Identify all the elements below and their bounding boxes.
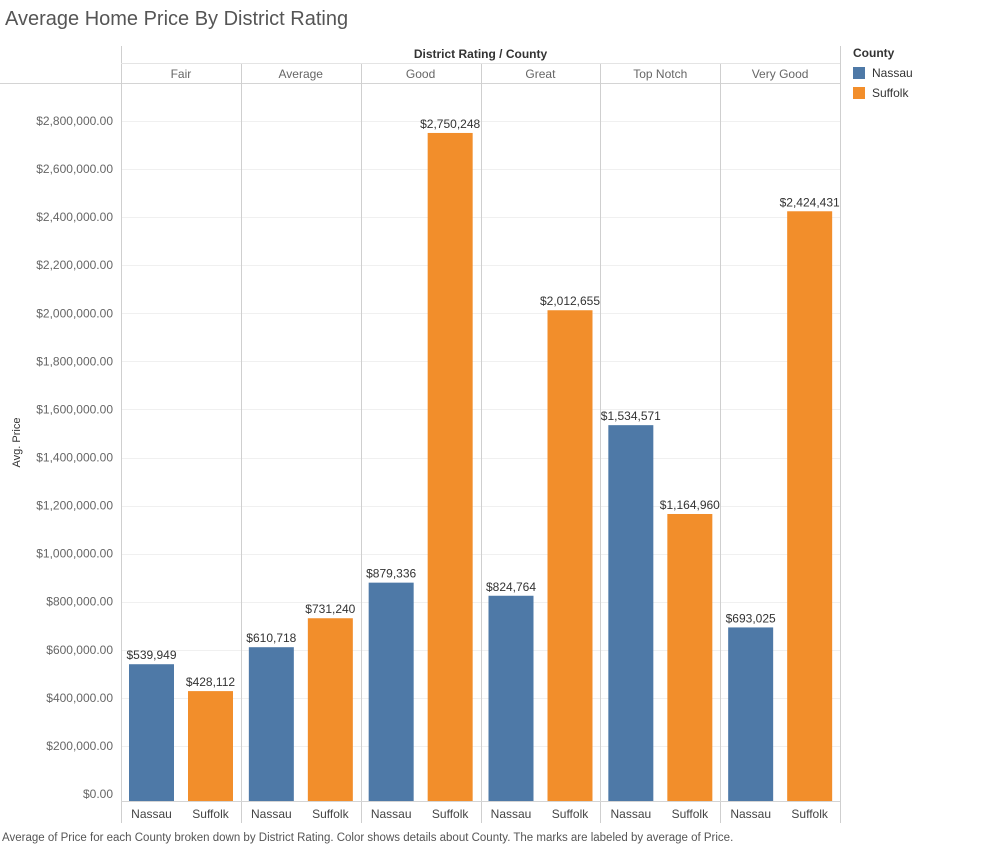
data-label-average-suffolk: $731,240 <box>305 602 355 616</box>
x-tick-label-very-good-suffolk: Suffolk <box>791 807 828 821</box>
y-tick-label: $1,200,000.00 <box>36 499 113 513</box>
chart-caption: Average of Price for each County broken … <box>2 832 734 844</box>
bar-average-nassau[interactable] <box>248 647 294 801</box>
x-tick-label-good-nassau: Nassau <box>371 807 412 821</box>
x-tick-label-average-suffolk: Suffolk <box>312 807 349 821</box>
data-label-very-good-nassau: $693,025 <box>726 611 776 625</box>
bar-good-suffolk[interactable] <box>427 132 473 801</box>
x-tick-label-fair-suffolk: Suffolk <box>192 807 229 821</box>
legend-label-suffolk: Suffolk <box>872 86 909 100</box>
y-tick-label: $1,000,000.00 <box>36 547 113 561</box>
y-tick-label: $0.00 <box>83 787 113 801</box>
y-tick-label: $1,800,000.00 <box>36 354 113 368</box>
bar-good-nassau[interactable] <box>368 582 414 801</box>
bar-top-notch-nassau[interactable] <box>608 425 654 801</box>
category-header-fair: Fair <box>171 67 192 81</box>
legend-item-nassau[interactable]: Nassau <box>853 63 913 83</box>
y-tick-label: $1,400,000.00 <box>36 451 113 465</box>
x-tick-label-top-notch-nassau: Nassau <box>610 807 651 821</box>
data-label-fair-nassau: $539,949 <box>126 648 176 662</box>
category-header-average: Average <box>279 67 324 81</box>
y-tick-label: $2,400,000.00 <box>36 210 113 224</box>
bar-very-good-suffolk[interactable] <box>787 211 833 801</box>
data-label-fair-suffolk: $428,112 <box>186 675 235 689</box>
category-header-good: Good <box>406 67 435 81</box>
chart-title: Average Home Price By District Rating <box>5 8 349 30</box>
header-label: District Rating / County <box>414 47 548 61</box>
x-tick-label-average-nassau: Nassau <box>251 807 292 821</box>
legend-label-nassau: Nassau <box>872 66 913 80</box>
y-tick-label: $800,000.00 <box>46 595 113 609</box>
legend-item-suffolk[interactable]: Suffolk <box>853 83 913 103</box>
bar-great-nassau[interactable] <box>488 595 534 801</box>
y-tick-label: $600,000.00 <box>46 643 113 657</box>
y-tick-label: $2,800,000.00 <box>36 114 113 128</box>
y-tick-label: $2,200,000.00 <box>36 258 113 272</box>
y-axis-title: Avg. Price <box>11 418 23 468</box>
data-label-top-notch-nassau: $1,534,571 <box>601 409 661 423</box>
legend-title: County <box>853 46 895 60</box>
y-tick-label: $200,000.00 <box>46 739 113 753</box>
y-tick-label: $2,000,000.00 <box>36 306 113 320</box>
bar-average-suffolk[interactable] <box>307 618 353 801</box>
legend-swatch-suffolk <box>853 87 865 99</box>
y-tick-label: $400,000.00 <box>46 691 113 705</box>
x-tick-label-very-good-nassau: Nassau <box>730 807 771 821</box>
category-header-very-good: Very Good <box>752 67 809 81</box>
x-tick-label-great-suffolk: Suffolk <box>552 807 589 821</box>
category-header-great: Great <box>525 67 556 81</box>
y-tick-label: $2,600,000.00 <box>36 162 113 176</box>
data-label-good-nassau: $879,336 <box>366 567 416 581</box>
bar-fair-nassau[interactable] <box>129 664 174 801</box>
data-label-great-nassau: $824,764 <box>486 580 536 594</box>
x-tick-label-fair-nassau: Nassau <box>131 807 172 821</box>
bar-great-suffolk[interactable] <box>547 310 593 801</box>
data-label-average-nassau: $610,718 <box>246 631 296 645</box>
x-tick-label-great-nassau: Nassau <box>491 807 532 821</box>
category-header-top-notch: Top Notch <box>633 67 687 81</box>
legend-swatch-nassau <box>853 67 865 79</box>
legend: County Nassau Suffolk <box>853 46 913 103</box>
y-tick-label: $1,600,000.00 <box>36 402 113 416</box>
data-label-very-good-suffolk: $2,424,431 <box>780 195 840 209</box>
data-label-good-suffolk: $2,750,248 <box>420 117 480 131</box>
data-label-top-notch-suffolk: $1,164,960 <box>660 498 720 512</box>
data-label-great-suffolk: $2,012,655 <box>540 294 600 308</box>
bar-very-good-nassau[interactable] <box>728 627 774 801</box>
x-tick-label-good-suffolk: Suffolk <box>432 807 469 821</box>
x-tick-label-top-notch-suffolk: Suffolk <box>672 807 709 821</box>
bar-top-notch-suffolk[interactable] <box>667 513 713 801</box>
bar-fair-suffolk[interactable] <box>188 691 233 801</box>
